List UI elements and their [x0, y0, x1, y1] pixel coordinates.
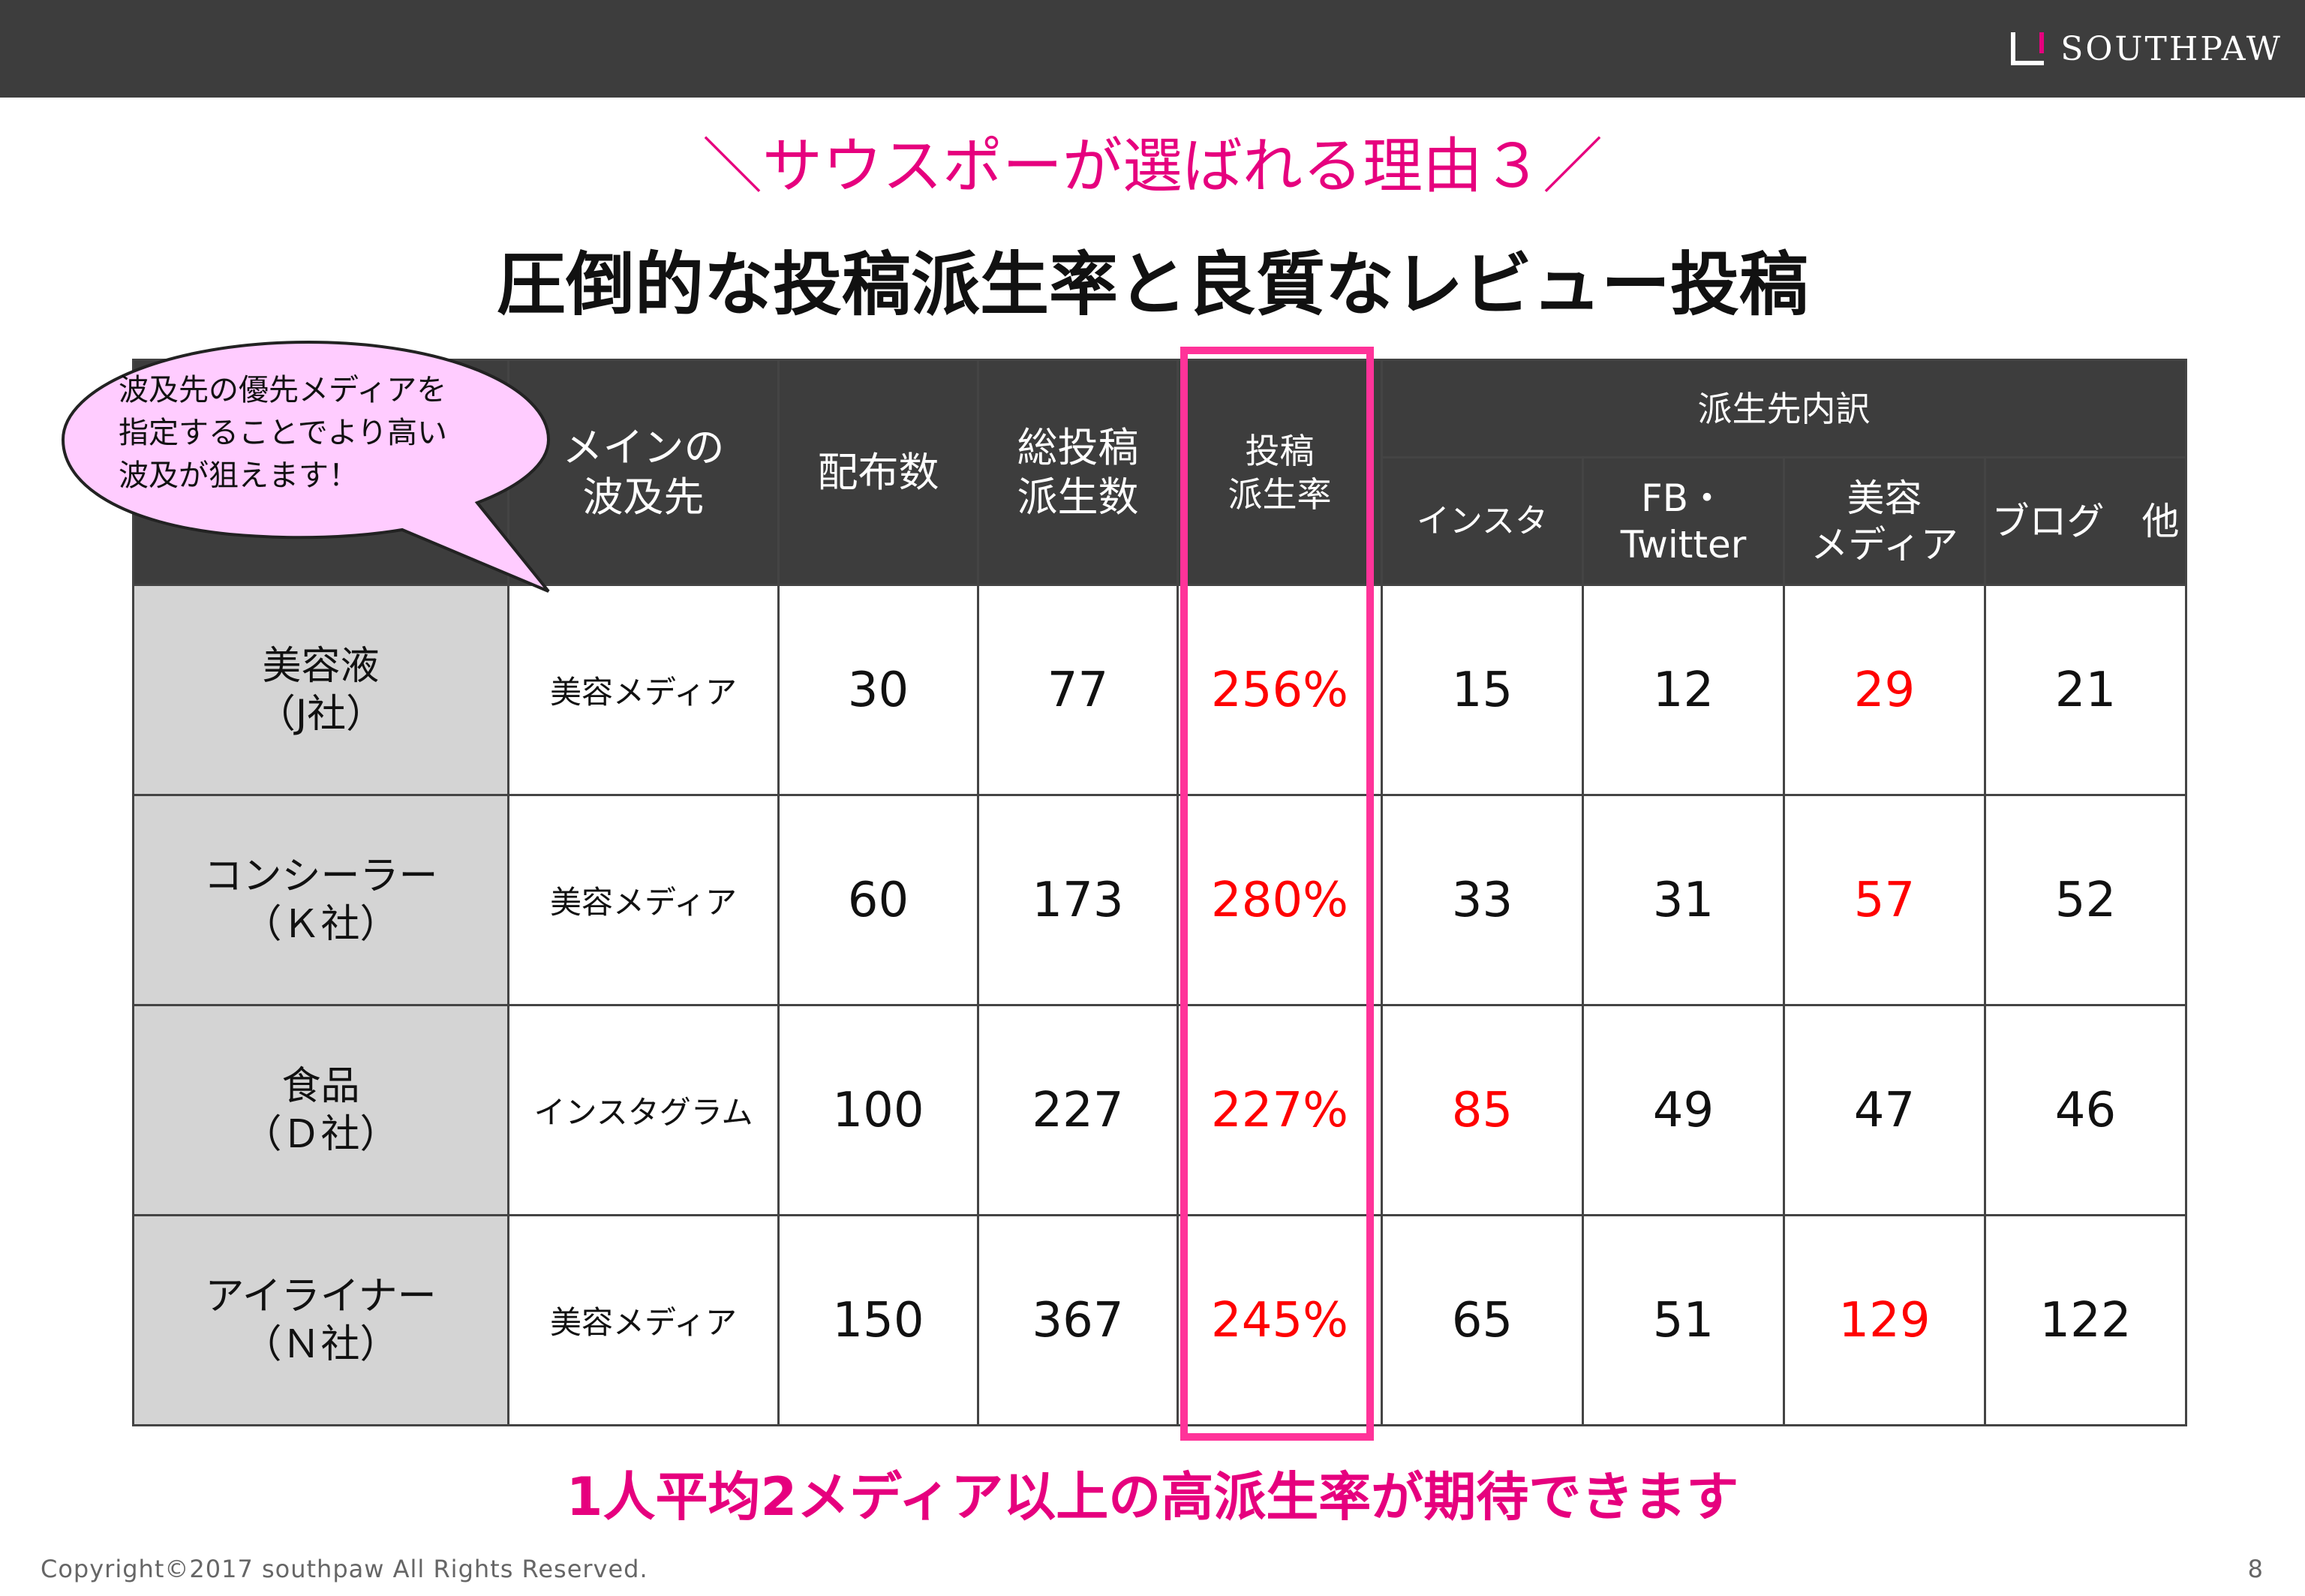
eyebrow-heading: ＼サウスポーが選ばれる理由３／: [702, 131, 1603, 201]
cell-beauty: 129: [1783, 1214, 1986, 1426]
cell-blog: 52: [1984, 794, 2187, 1006]
header-distribution: 配布数: [777, 359, 979, 586]
row-label: コンシーラー （Ｋ社）: [132, 794, 509, 1006]
copyright: Copyright©2017 southpaw All Rights Reser…: [41, 1555, 648, 1583]
top-bar: SOUTHPAW: [0, 0, 2305, 98]
cell-main: 美容メディア: [507, 584, 780, 796]
callout-text: 波及先の優先メディアを 指定することでより高い 波及が狙えます！: [119, 373, 447, 493]
cell-insta: 33: [1381, 794, 1584, 1006]
subheader-blog: ブログ 他: [1984, 456, 2187, 586]
cell-fb: 31: [1582, 794, 1785, 1006]
cell-fb: 51: [1582, 1214, 1785, 1426]
header-post-rate: 投稿 派生率: [1177, 359, 1383, 586]
cell-beauty: 47: [1783, 1004, 1986, 1216]
cell-rate: 227%: [1177, 1004, 1383, 1216]
cell-beauty: 29: [1783, 584, 1986, 796]
cell-blog: 122: [1984, 1214, 2187, 1426]
cell-distribution: 150: [777, 1214, 979, 1426]
cell-fb: 12: [1582, 584, 1785, 796]
subheader-beauty-media: 美容 メディア: [1783, 456, 1986, 586]
table-row: 美容液 （J社） 美容メディア 30 77 256% 15 12 29 21: [132, 584, 2187, 796]
brand-name: SOUTHPAW: [2060, 29, 2282, 68]
cell-blog: 21: [1984, 584, 2187, 796]
header-main-destination: メインの 波及先: [507, 359, 780, 586]
cell-rate: 256%: [1177, 584, 1383, 796]
cell-main: 美容メディア: [507, 794, 780, 1006]
cell-total: 173: [977, 794, 1179, 1006]
subheader-fb-twitter: FB・ Twitter: [1582, 456, 1785, 586]
brand-logo: SOUTHPAW: [2011, 27, 2282, 71]
page-number: 8: [2247, 1555, 2263, 1583]
table-row: アイライナー （Ｎ社） 美容メディア 150 367 245% 65 51 129…: [132, 1214, 2187, 1426]
results-table: メインの 波及先 配布数 総投稿 派生数 投稿 派生率 派生先内訳 インスタ FB・ T…: [132, 359, 2187, 1426]
cell-distribution: 60: [777, 794, 979, 1006]
cell-rate: 280%: [1177, 794, 1383, 1006]
header-total-posts: 総投稿 派生数: [977, 359, 1179, 586]
table-row: 食品 （Ｄ社） インスタグラム 100 227 227% 85 49 47 46: [132, 1004, 2187, 1216]
page-title: 圧倒的な投稿派生率と良質なレビュー投稿: [496, 245, 1808, 325]
table-row: コンシーラー （Ｋ社） 美容メディア 60 173 280% 33 31 57 5…: [132, 794, 2187, 1006]
cell-insta: 85: [1381, 1004, 1584, 1216]
cell-beauty: 57: [1783, 794, 1986, 1006]
speech-bubble-icon: [61, 340, 551, 593]
callout-bubble: 波及先の優先メディアを 指定することでより高い 波及が狙えます！: [57, 336, 560, 606]
cell-fb: 49: [1582, 1004, 1785, 1216]
row-label: 美容液 （J社）: [132, 584, 509, 796]
row-label: アイライナー （Ｎ社）: [132, 1214, 509, 1426]
header-breakdown: 派生先内訳: [1381, 359, 2187, 458]
southpaw-logo-mark-icon: [2011, 32, 2045, 65]
cell-total: 77: [977, 584, 1179, 796]
cell-distribution: 30: [777, 584, 979, 796]
subheader-insta: インスタ: [1381, 456, 1584, 586]
tagline: 1人平均2メディア以上の高派生率が期待できます: [566, 1466, 1739, 1528]
cell-distribution: 100: [777, 1004, 979, 1216]
row-label: 食品 （Ｄ社）: [132, 1004, 509, 1216]
cell-rate: 245%: [1177, 1214, 1383, 1426]
cell-blog: 46: [1984, 1004, 2187, 1216]
cell-main: 美容メディア: [507, 1214, 780, 1426]
cell-insta: 65: [1381, 1214, 1584, 1426]
cell-insta: 15: [1381, 584, 1584, 796]
cell-main: インスタグラム: [507, 1004, 780, 1216]
cell-total: 367: [977, 1214, 1179, 1426]
cell-total: 227: [977, 1004, 1179, 1216]
